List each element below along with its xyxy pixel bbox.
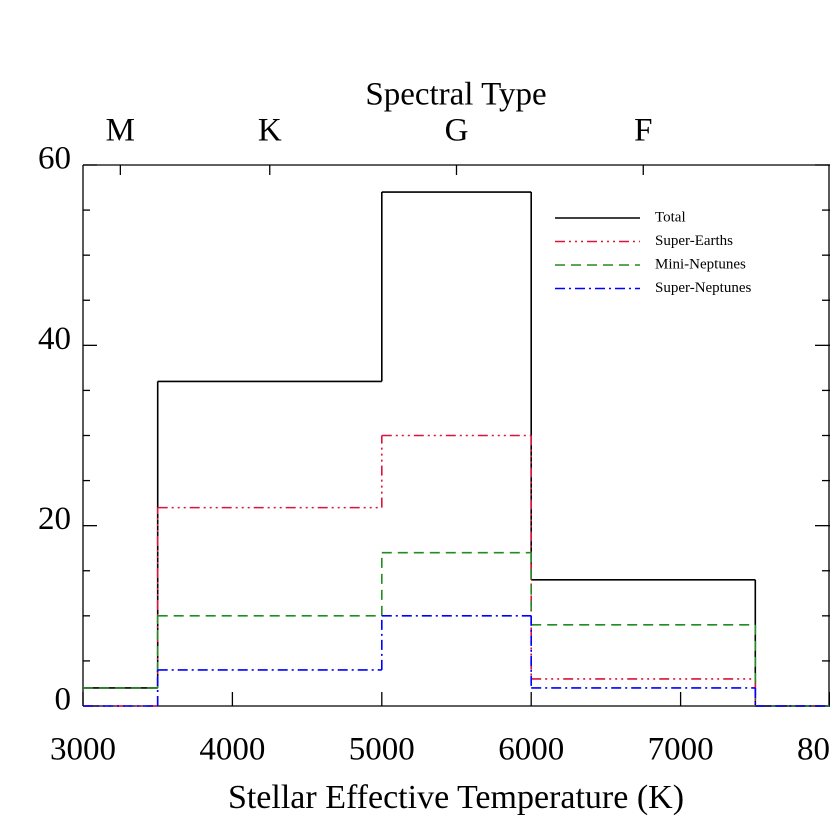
legend-label: Total: [655, 209, 686, 225]
legend-label: Mini-Neptunes: [655, 256, 746, 272]
x-tick-label: 7000: [648, 732, 714, 768]
y-tick-label: 40: [38, 321, 71, 357]
x-tick-label: 5000: [349, 732, 415, 768]
y-tick-label: 60: [38, 141, 71, 177]
legend-label: Super-Earths: [655, 233, 733, 249]
x-tick-label: 6000: [498, 732, 564, 768]
x-axis-label: Stellar Effective Temperature (K): [228, 779, 684, 816]
y-tick-label: 20: [38, 501, 71, 537]
top-tick-label: K: [258, 113, 282, 149]
top-tick-label: F: [634, 113, 652, 149]
x-tick-label: 4000: [199, 732, 265, 768]
top-axis-label: Spectral Type: [365, 77, 546, 113]
x-tick-label: 8000: [797, 732, 830, 768]
top-tick-label: G: [445, 113, 469, 149]
legend-label: Super-Neptunes: [655, 280, 752, 296]
y-tick-label: 0: [55, 682, 72, 718]
top-tick-label: M: [106, 113, 135, 149]
x-tick-label: 3000: [50, 732, 116, 768]
